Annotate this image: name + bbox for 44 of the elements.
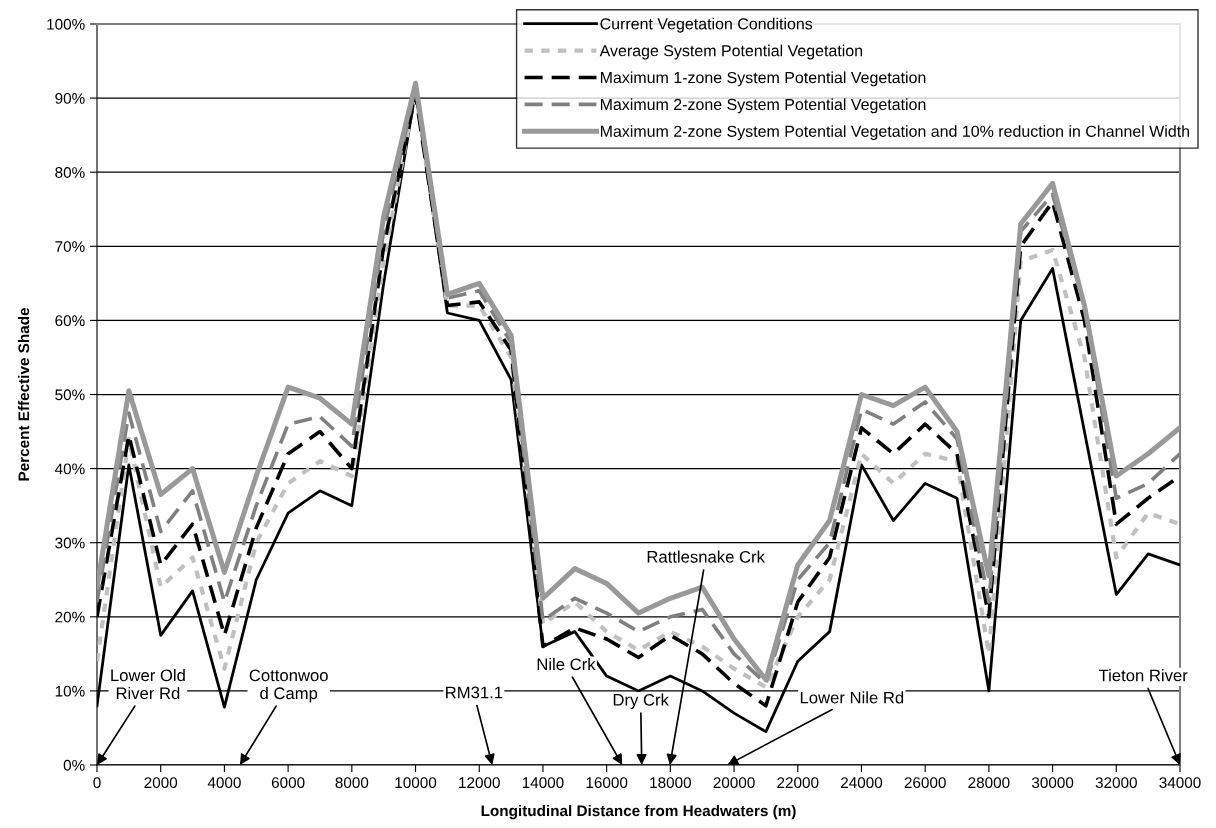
x-tick-label: 28000	[968, 777, 1010, 789]
x-tick-label: 2000	[144, 777, 178, 789]
x-tick-label: 10000	[395, 777, 437, 789]
y-tick-label: 80%	[55, 167, 85, 178]
x-tick-label: 22000	[777, 777, 819, 789]
x-tick-label: 18000	[650, 777, 691, 789]
y-tick-label: 10%	[55, 685, 85, 697]
annotation: Lower Old River Rd	[111, 668, 185, 700]
y-tick-label: 40%	[54, 463, 85, 475]
x-tick-label: 24000	[841, 777, 883, 789]
annotation: Tieton River	[1098, 669, 1188, 682]
y-tick-label: 50%	[55, 389, 85, 401]
x-tick-label: 30000	[1031, 777, 1074, 789]
annotation: RM31.1	[446, 686, 503, 699]
legend-label: Maximum 2-zone System Potential Vegetation	[600, 98, 926, 114]
x-tick-label: 12000	[459, 777, 500, 789]
x-tick-label: 14000	[522, 777, 564, 789]
legend-label: Average System Potential Vegetation	[599, 44, 863, 60]
y-tick-label: 70%	[55, 241, 85, 252]
x-tick-label: 0	[93, 777, 101, 789]
x-tick-label: 6000	[271, 777, 305, 789]
y-axis-title: Percent Effective Shade	[17, 307, 30, 481]
annotation: Rattlesnake Crk	[647, 550, 765, 563]
y-tick-label: 20%	[55, 611, 85, 623]
annotation: Cottonwoo d Camp	[249, 669, 328, 703]
x-tick-label: 32000	[1095, 777, 1137, 789]
y-tick-label: 60%	[55, 315, 85, 327]
annotation: Dry Crk	[613, 693, 669, 710]
x-tick-label: 16000	[586, 777, 628, 789]
x-tick-label: 8000	[335, 777, 369, 789]
x-tick-label: 20000	[713, 777, 755, 789]
y-tick-label: 100%	[47, 18, 85, 30]
legend-label: Current Vegetation Conditions	[600, 17, 813, 33]
y-tick-label: 90%	[55, 92, 85, 104]
annotation: Nile Crk	[537, 657, 596, 671]
annotation: Lower Nile Rd	[800, 691, 904, 704]
x-axis-title: Longitudinal Distance from Headwaters (m)	[481, 804, 796, 820]
y-tick-label: 30%	[55, 537, 85, 549]
x-tick-label: 34000	[1159, 777, 1201, 789]
x-tick-label: 26000	[904, 777, 946, 789]
legend-label: Maximum 1-zone System Potential Vegetation	[600, 71, 926, 87]
x-tick-label: 4000	[207, 777, 241, 789]
y-tick-label: 0%	[63, 759, 85, 771]
legend-label: Maximum 2-zone System Potential Vegetation and 10% reduction in Channel Width	[600, 125, 1190, 141]
